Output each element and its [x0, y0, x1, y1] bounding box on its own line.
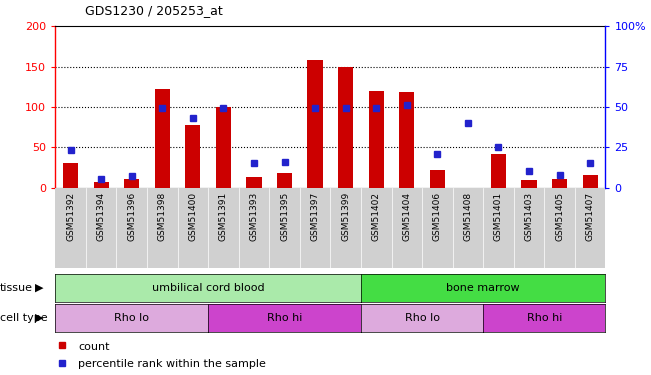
Bar [430, 170, 445, 188]
Text: percentile rank within the sample: percentile rank within the sample [78, 359, 266, 369]
Bar [124, 180, 139, 188]
Text: GSM51404: GSM51404 [402, 192, 411, 240]
Text: umbilical cord blood: umbilical cord blood [152, 283, 264, 293]
Bar [155, 89, 170, 188]
Text: GSM51394: GSM51394 [97, 192, 105, 241]
Text: GSM51399: GSM51399 [341, 192, 350, 241]
Text: bone marrow: bone marrow [447, 283, 520, 293]
Bar [521, 180, 536, 188]
Text: Rho lo: Rho lo [404, 313, 439, 323]
Bar [215, 107, 231, 188]
Text: GSM51408: GSM51408 [464, 192, 473, 241]
Bar [246, 177, 262, 188]
Text: GSM51398: GSM51398 [158, 192, 167, 241]
Bar [399, 92, 415, 188]
Text: GSM51400: GSM51400 [188, 192, 197, 241]
Bar [63, 164, 78, 188]
Text: Rho lo: Rho lo [114, 313, 149, 323]
Text: GSM51397: GSM51397 [311, 192, 320, 241]
Bar [307, 60, 323, 188]
Bar [277, 173, 292, 188]
Text: GSM51405: GSM51405 [555, 192, 564, 241]
Text: cell type: cell type [0, 313, 48, 323]
Text: ▶: ▶ [35, 313, 44, 323]
Text: GSM51391: GSM51391 [219, 192, 228, 241]
Text: GSM51393: GSM51393 [249, 192, 258, 241]
Text: GSM51406: GSM51406 [433, 192, 442, 241]
Bar [552, 180, 567, 188]
Bar [368, 91, 384, 188]
Text: GSM51396: GSM51396 [127, 192, 136, 241]
Text: Rho hi: Rho hi [527, 313, 562, 323]
Bar [186, 124, 201, 188]
Text: GSM51392: GSM51392 [66, 192, 75, 241]
Text: GSM51401: GSM51401 [494, 192, 503, 241]
Text: GDS1230 / 205253_at: GDS1230 / 205253_at [85, 4, 223, 17]
Text: GSM51402: GSM51402 [372, 192, 381, 240]
Bar [338, 67, 353, 188]
Text: tissue: tissue [0, 283, 33, 293]
Text: count: count [78, 342, 109, 352]
Text: GSM51407: GSM51407 [586, 192, 594, 241]
Text: Rho hi: Rho hi [267, 313, 302, 323]
Text: GSM51403: GSM51403 [525, 192, 534, 241]
Bar [491, 154, 506, 188]
Bar [94, 182, 109, 188]
Text: ▶: ▶ [35, 283, 44, 293]
Bar [583, 176, 598, 188]
Text: GSM51395: GSM51395 [280, 192, 289, 241]
